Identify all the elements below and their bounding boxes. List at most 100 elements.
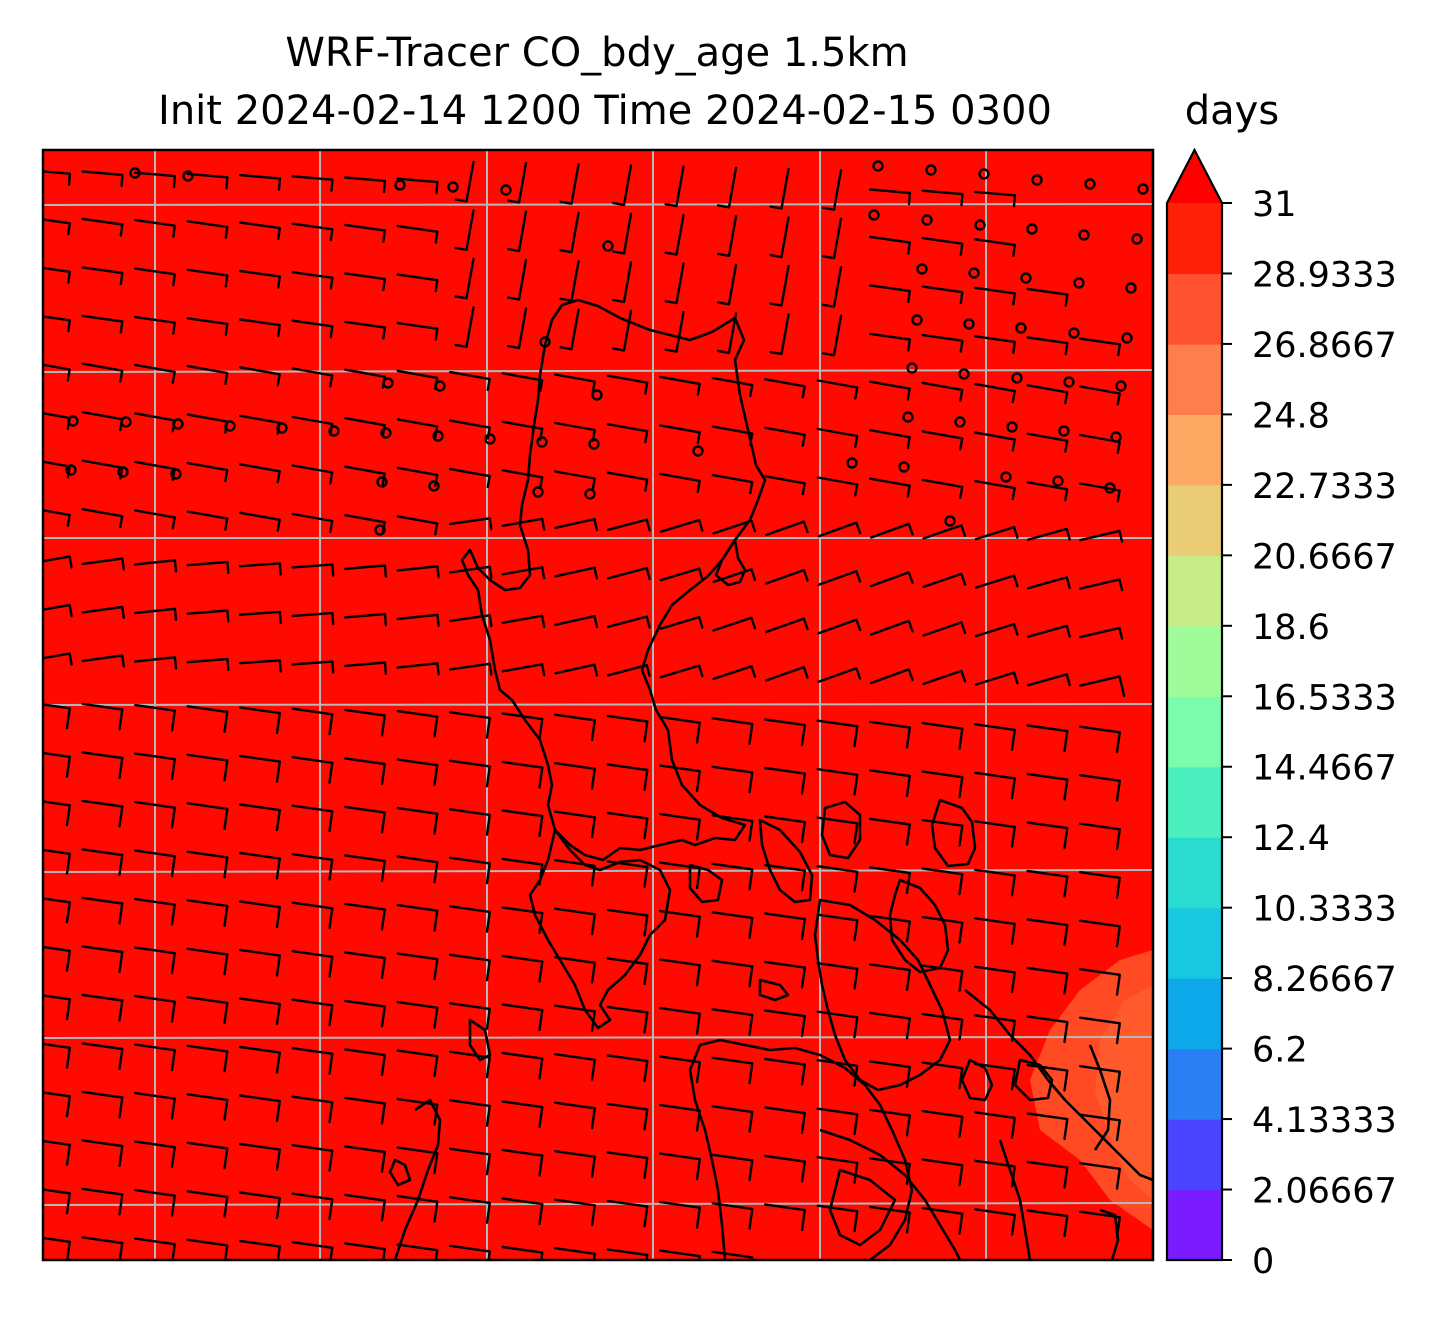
wind-barb [43,945,71,972]
wind-barb [559,211,580,254]
wind-barb [554,1247,596,1260]
wind-barb [974,771,1016,800]
wind-barb [1026,918,1069,947]
wind-barb [239,414,281,435]
calm-wind-circle [974,219,986,231]
calm-wind-circle [906,362,918,374]
calm-wind-circle [944,515,956,527]
wind-barb [769,264,790,307]
calm-wind-circle [1000,471,1012,483]
wind-barb [764,1057,806,1086]
wind-barb [501,420,544,441]
wind-barb [922,524,967,540]
calm-wind-circle [1020,272,1032,284]
wind-barb [554,1004,596,1033]
calm-wind-circle [328,425,340,437]
calm-wind-circle [911,314,923,326]
wind-barb [134,315,176,335]
wind-barb [449,808,491,836]
wind-barb [133,607,178,621]
wind-barb [291,756,334,784]
wind-barb [43,1236,71,1260]
wind-barb [921,1206,964,1235]
colorbar-units-label: days [1185,88,1279,134]
wind-barb [449,517,493,531]
wind-barb [1079,529,1124,543]
wind-barb [43,1188,71,1215]
wind-barb [43,800,71,827]
wind-barb [81,848,124,876]
wind-barb [186,510,229,531]
wind-barb [1026,869,1069,898]
wind-barb [1026,1015,1069,1044]
wind-barb [1026,724,1069,753]
wind-barb [612,261,633,304]
colorbar-level [1167,1119,1222,1191]
wind-barb [769,167,790,210]
wind-barb [974,868,1016,897]
wind-barb [1079,675,1126,697]
wind-barb [712,519,757,535]
calm-wind-circle [447,181,459,193]
coastline-segment [819,1128,962,1260]
calm-wind-circle [846,457,858,469]
wind-barb [822,169,843,211]
wind-barb [81,702,124,731]
wind-barb [344,465,386,486]
wind-barb [606,374,649,395]
colorbar-level [1167,273,1222,345]
coastline-segment [758,818,814,904]
wind-barb [711,473,754,495]
wind-barb [134,1237,176,1260]
wind-barb [501,906,544,935]
wind-barb [717,312,738,354]
wind-barb [43,751,71,778]
wind-barb [396,1146,439,1175]
wind-barb [870,668,914,685]
wind-barb [606,860,649,888]
colorbar-level [1167,837,1222,909]
wind-barb [239,1191,281,1220]
wind-barb [396,418,439,439]
wind-barb [239,463,281,484]
wind-barb [870,619,914,636]
wind-barb [921,867,964,896]
wind-barb [396,758,439,787]
wind-barb [344,902,386,931]
wind-barb [869,963,911,991]
wind-barb [664,214,685,256]
wind-barb [1026,772,1069,801]
wind-barb [239,754,281,783]
wind-barb [921,915,964,944]
calm-wind-circle [536,436,548,448]
wind-barb [449,953,491,982]
wind-barb [606,957,649,985]
wind-barb [974,1014,1016,1042]
wind-barb [974,382,1016,404]
wind-barb [454,257,475,300]
wind-barb [449,711,491,739]
wind-barb [816,476,859,497]
coastline-segment [688,863,724,904]
wind-barb [134,946,176,975]
coastline-segment [1088,1044,1112,1151]
parallel-line [43,1036,1153,1039]
wind-barb [606,1005,649,1034]
wind-barb [396,273,439,293]
wind-barb [659,472,701,493]
wind-barb [554,1198,596,1227]
wind-barb [606,763,649,791]
wind-barb [134,897,176,926]
wind-barb [239,318,281,338]
wind-barb [449,1196,491,1224]
colorbar-tick-label: 28.9333 [1252,255,1397,295]
wind-barb [501,469,544,490]
wind-barb [822,266,843,308]
wind-barb [43,652,73,666]
wind-barb [711,911,754,939]
wind-barb [711,1008,754,1036]
wind-barb [501,1100,544,1129]
calm-wind-circle [898,461,910,473]
map-panel [41,148,1155,1262]
wind-barb [711,765,754,794]
